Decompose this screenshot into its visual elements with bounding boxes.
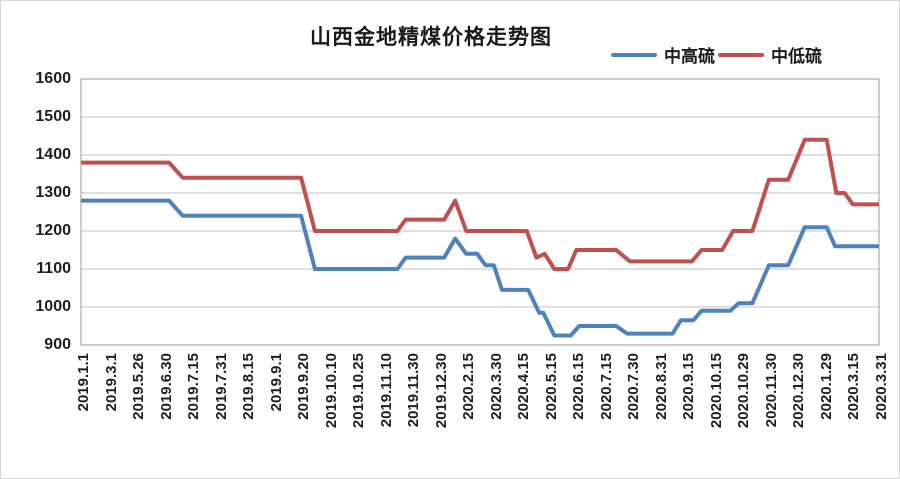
x-tick-label: 2019.10.25	[350, 353, 368, 429]
x-tick-label: 2019.3.1	[102, 353, 120, 412]
x-tick-label: 2019.8.15	[240, 353, 258, 420]
x-tick-label: 2020.4.15	[515, 353, 533, 420]
legend-item-medium-low-sulfur: 中低硫	[718, 42, 822, 67]
x-tick-label: 2019.11.10	[377, 353, 395, 428]
legend-label-medium-high-sulfur: 中高硫	[664, 47, 715, 66]
x-tick-label: 2020.7.30	[625, 353, 643, 420]
x-tick-label: 2019.10.10	[322, 353, 340, 429]
x-tick-label: 2020.10.15	[707, 353, 725, 429]
y-tick-label: 1000	[35, 298, 71, 315]
legend-line-swatch-blue	[611, 52, 657, 57]
legend: 中高硫 中低硫	[611, 42, 825, 67]
x-tick-label: 2020.8.31	[652, 353, 670, 420]
y-tick-label: 900	[44, 336, 71, 353]
y-tick-label: 1400	[35, 146, 71, 163]
x-tick-label: 2019.7.15	[185, 353, 203, 420]
x-tick-label: 2019.9.1	[267, 353, 285, 412]
series-line-0	[81, 198, 879, 338]
x-tick-label: 2019.11.30	[405, 353, 423, 428]
x-tick-label: 2020.1.29	[817, 353, 835, 420]
x-tick-label: 2019.6.30	[157, 353, 175, 420]
x-tick-label: 2019.1.1	[75, 353, 92, 412]
y-tick-label: 1100	[36, 260, 71, 277]
plot-frame	[80, 78, 880, 346]
y-tick-label: 1300	[35, 184, 71, 201]
x-tick-label: 2020.2.15	[460, 353, 478, 420]
chart-title: 山西金地精煤价格走势图	[310, 26, 552, 49]
x-tick-label: 2020.9.15	[680, 353, 698, 420]
y-tick-label: 1500	[35, 108, 71, 125]
series-line-1	[81, 137, 879, 271]
x-tick-label: 2020.3.31	[873, 353, 890, 420]
legend-line-swatch-red	[718, 52, 764, 57]
y-tick-label: 1200	[35, 222, 71, 239]
x-tick-label: 2020.3.30	[487, 353, 505, 420]
x-tick-label: 2020.7.15	[597, 353, 615, 420]
x-tick-label: 2019.7.31	[212, 353, 230, 420]
x-tick-label: 2019.9.20	[295, 353, 313, 420]
legend-item-medium-high-sulfur: 中高硫	[611, 42, 715, 67]
x-tick-label: 2020.11.30	[762, 353, 780, 428]
x-tick-label: 2019.12.30	[432, 353, 450, 429]
x-tick-label: 2019.5.26	[130, 353, 148, 420]
x-tick-label: 2020.10.29	[735, 353, 753, 429]
x-tick-label: 2020.6.15	[570, 353, 588, 420]
x-tick-label: 2020.3.15	[845, 353, 863, 420]
x-tick-label: 2020.5.15	[542, 353, 560, 420]
y-tick-label: 1600	[35, 70, 71, 87]
legend-label-medium-low-sulfur: 中低硫	[771, 47, 822, 66]
x-tick-label: 2020.12.30	[790, 353, 808, 429]
